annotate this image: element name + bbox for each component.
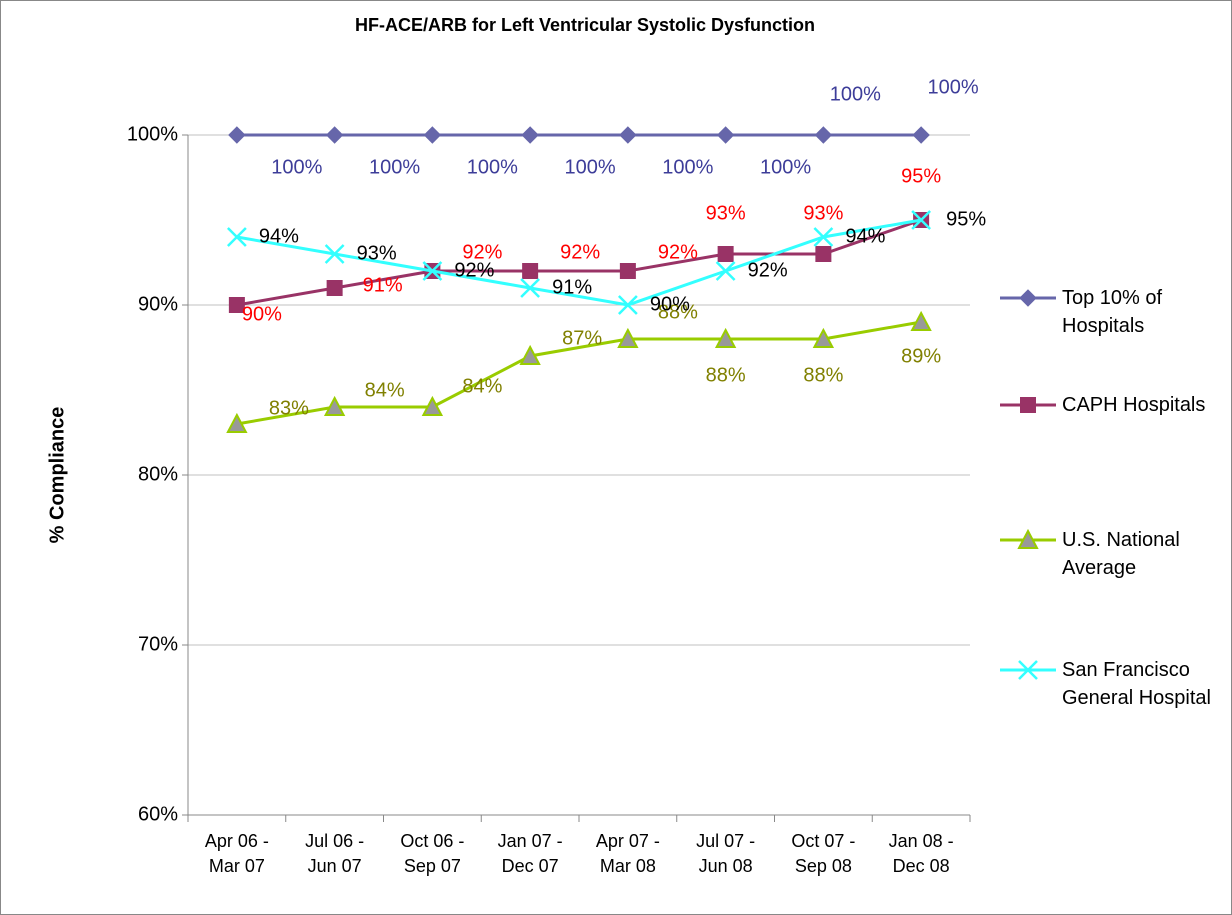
data-label: 88% xyxy=(706,364,746,386)
y-tick-label: 60% xyxy=(138,803,178,825)
marker xyxy=(716,126,735,144)
x-tick-label: Jul 06 - Jun 07 xyxy=(305,831,365,876)
series: 94% 93% 92% 91% 90% 92% 94% 95% xyxy=(226,208,986,315)
marker xyxy=(228,126,246,144)
data-label: 95% xyxy=(946,208,986,230)
marker xyxy=(617,327,639,348)
marker xyxy=(226,412,248,433)
data-label: 100% xyxy=(830,83,881,105)
data-label: 91% xyxy=(363,274,403,296)
legend-label: U.S. National Average xyxy=(1062,529,1180,579)
marker xyxy=(323,395,346,416)
marker xyxy=(421,395,444,416)
series: 100% 100% 100% 100% 100% 100% 100% 100% xyxy=(228,76,979,178)
data-label: 87% xyxy=(562,327,602,349)
data-label: 89% xyxy=(901,345,941,367)
data-label: 90% xyxy=(242,303,282,325)
marker xyxy=(619,263,636,279)
y-tick-label: 90% xyxy=(138,293,178,315)
marker xyxy=(814,126,833,144)
data-label: 93% xyxy=(357,242,397,264)
y-tick-label: 80% xyxy=(138,463,178,485)
marker xyxy=(326,280,343,296)
marker xyxy=(714,327,737,348)
marker xyxy=(324,244,345,264)
data-label: 100% xyxy=(271,156,322,178)
marker xyxy=(521,126,539,144)
data-label: 93% xyxy=(803,202,843,224)
data-label: 92% xyxy=(658,241,698,263)
series-line xyxy=(236,320,922,426)
data-label: 100% xyxy=(760,156,811,178)
marker xyxy=(717,246,734,262)
series-line xyxy=(236,218,922,307)
x-tick-label: Jul 07 - Jun 08 xyxy=(696,831,756,876)
marker xyxy=(422,261,443,281)
data-label: 91% xyxy=(552,276,592,298)
marker xyxy=(813,227,834,247)
x-tick-label: Oct 06 - Sep 07 xyxy=(400,831,465,876)
y-axis-label: % Compliance xyxy=(46,407,68,544)
chart-title: HF-ACE/ARB for Left Ventricular Systolic… xyxy=(355,15,815,35)
marker xyxy=(619,126,637,144)
data-label: 84% xyxy=(462,375,502,397)
legend-label: CAPH Hospitals xyxy=(1062,394,1206,416)
marker xyxy=(325,126,344,144)
marker xyxy=(812,327,835,348)
data-label: 100% xyxy=(662,156,713,178)
data-label: 92% xyxy=(560,241,600,263)
marker xyxy=(519,344,541,365)
marker xyxy=(522,263,539,279)
data-label: 92% xyxy=(454,259,494,281)
marker xyxy=(715,261,736,281)
x-tick-label: Apr 06 - Mar 07 xyxy=(204,831,269,876)
data-label: 95% xyxy=(901,165,941,187)
data-label: 100% xyxy=(369,156,420,178)
data-label: 90% xyxy=(650,293,690,315)
series: 90%91%92% 92% 92%93% 93%95% xyxy=(228,165,941,325)
marker xyxy=(911,210,932,230)
marker xyxy=(910,310,932,331)
data-label: 94% xyxy=(845,225,885,247)
marker xyxy=(815,246,832,262)
series: 83% 84% 84% 87% 88% 88% 88% 89% xyxy=(226,301,941,433)
y-tick-label: 70% xyxy=(138,633,178,655)
y-tick-label: 100% xyxy=(127,123,178,145)
x-tick-label: Oct 07 - Sep 08 xyxy=(791,831,856,876)
x-tick-label: Jan 08 - Dec 08 xyxy=(888,831,954,876)
series-line xyxy=(236,218,922,307)
data-label: 92% xyxy=(748,259,788,281)
data-label: 88% xyxy=(658,301,698,323)
data-label: 88% xyxy=(803,364,843,386)
legend-label: San Francisco General Hospital xyxy=(1062,659,1211,709)
legend-label: Top 10% of Hospitals xyxy=(1062,287,1163,337)
data-label: 83% xyxy=(269,397,309,419)
data-label: 100% xyxy=(565,156,616,178)
data-label: 92% xyxy=(462,241,502,263)
data-label: 93% xyxy=(706,202,746,224)
marker xyxy=(1018,660,1038,680)
marker xyxy=(520,278,541,298)
marker xyxy=(1019,289,1037,307)
marker xyxy=(1017,528,1039,549)
marker xyxy=(617,295,638,315)
data-label: 84% xyxy=(365,379,405,401)
x-tick-label: Jan 07 - Dec 07 xyxy=(497,831,563,876)
marker xyxy=(912,126,930,144)
x-tick-label: Apr 07 - Mar 08 xyxy=(595,831,660,876)
marker xyxy=(226,227,247,247)
data-label: 100% xyxy=(928,76,979,98)
data-label: 100% xyxy=(467,156,518,178)
data-label: 94% xyxy=(259,225,299,247)
marker xyxy=(423,126,442,144)
marker xyxy=(1020,397,1036,413)
marker xyxy=(228,297,245,313)
